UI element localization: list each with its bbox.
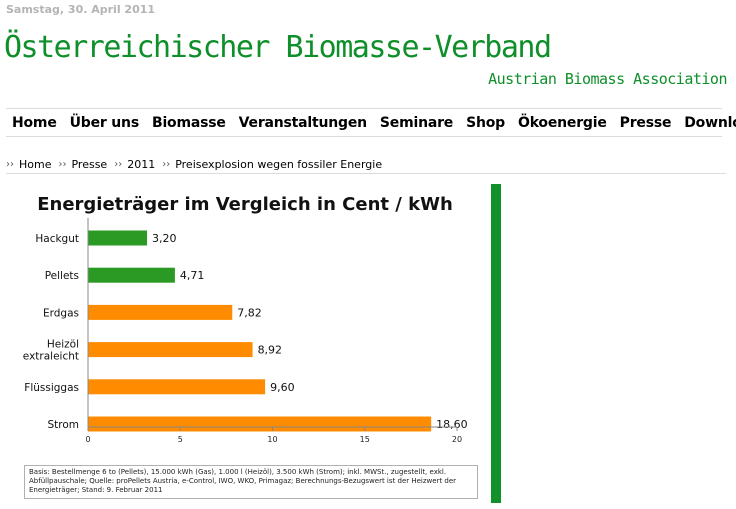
nav-item-oekoenergie[interactable]: Ökoenergie (518, 114, 607, 131)
chart-footnote: Basis: Bestellmenge 6 to (Pellets), 15.0… (24, 465, 478, 499)
side-decorative-bar (491, 184, 501, 503)
category-label: Hackgut (35, 233, 79, 245)
data-label: 18,60 (436, 418, 468, 431)
category-label: Pellets (45, 270, 79, 282)
x-tick-label: 10 (267, 435, 277, 444)
x-tick-label: 0 (85, 435, 90, 444)
data-label: 9,60 (270, 381, 295, 394)
date-label: Samstag, 30. April 2011 (6, 3, 156, 16)
main-navigation: Home Über uns Biomasse Veranstaltungen S… (6, 108, 736, 137)
nav-item-shop[interactable]: Shop (466, 114, 505, 131)
category-label: Erdgas (43, 307, 79, 319)
site-subtitle: Austrian Biomass Association (488, 70, 727, 88)
bar-1 (88, 267, 175, 283)
bar-4 (88, 379, 266, 395)
nav-item-presse[interactable]: Presse (619, 114, 672, 131)
bar-2 (88, 304, 233, 320)
bar-3 (88, 342, 253, 358)
data-label: 3,20 (152, 232, 177, 245)
breadcrumb-home[interactable]: Home (19, 157, 52, 171)
nav-item-ueber-uns[interactable]: Über uns (69, 114, 140, 131)
x-tick-label: 5 (178, 435, 183, 444)
category-label: Strom (47, 419, 79, 431)
nav-item-veranstaltungen[interactable]: Veranstaltungen (238, 114, 367, 131)
breadcrumb-2011[interactable]: 2011 (127, 157, 156, 171)
breadcrumb-presse[interactable]: Presse (71, 157, 108, 171)
breadcrumb-separator: ›› (6, 158, 14, 170)
energy-price-chart: Energieträger im Vergleich in Cent / kWh… (7, 180, 483, 503)
chart-title: Energieträger im Vergleich in Cent / kWh (37, 194, 453, 215)
breadcrumb: ›› Home ›› Presse ›› 2011 ›› Preisexplos… (6, 155, 726, 174)
chart-svg: Energieträger im Vergleich in Cent / kWh… (23, 194, 468, 444)
breadcrumb-separator: ›› (162, 158, 171, 170)
nav-item-biomasse[interactable]: Biomasse (151, 114, 226, 131)
category-label: Heizöl extraleicht (23, 339, 79, 363)
nav-item-download[interactable]: Download (684, 114, 736, 131)
breadcrumb-separator: ›› (58, 158, 67, 170)
bar-0 (88, 230, 148, 246)
x-tick-label: 15 (360, 435, 370, 444)
site-title[interactable]: Österreichischer Biomasse-Verband (4, 30, 552, 65)
bar-5 (88, 416, 432, 432)
data-label: 8,92 (258, 344, 283, 357)
category-label: Flüssiggas (24, 382, 79, 394)
data-label: 7,82 (237, 306, 261, 319)
nav-item-home[interactable]: Home (12, 114, 57, 131)
nav-item-seminare[interactable]: Seminare (379, 114, 454, 131)
x-tick-label: 20 (452, 435, 462, 444)
breadcrumb-current: Preisexplosion wegen fossiler Energie (175, 157, 383, 171)
breadcrumb-separator: ›› (114, 158, 123, 170)
data-label: 4,71 (180, 269, 205, 282)
